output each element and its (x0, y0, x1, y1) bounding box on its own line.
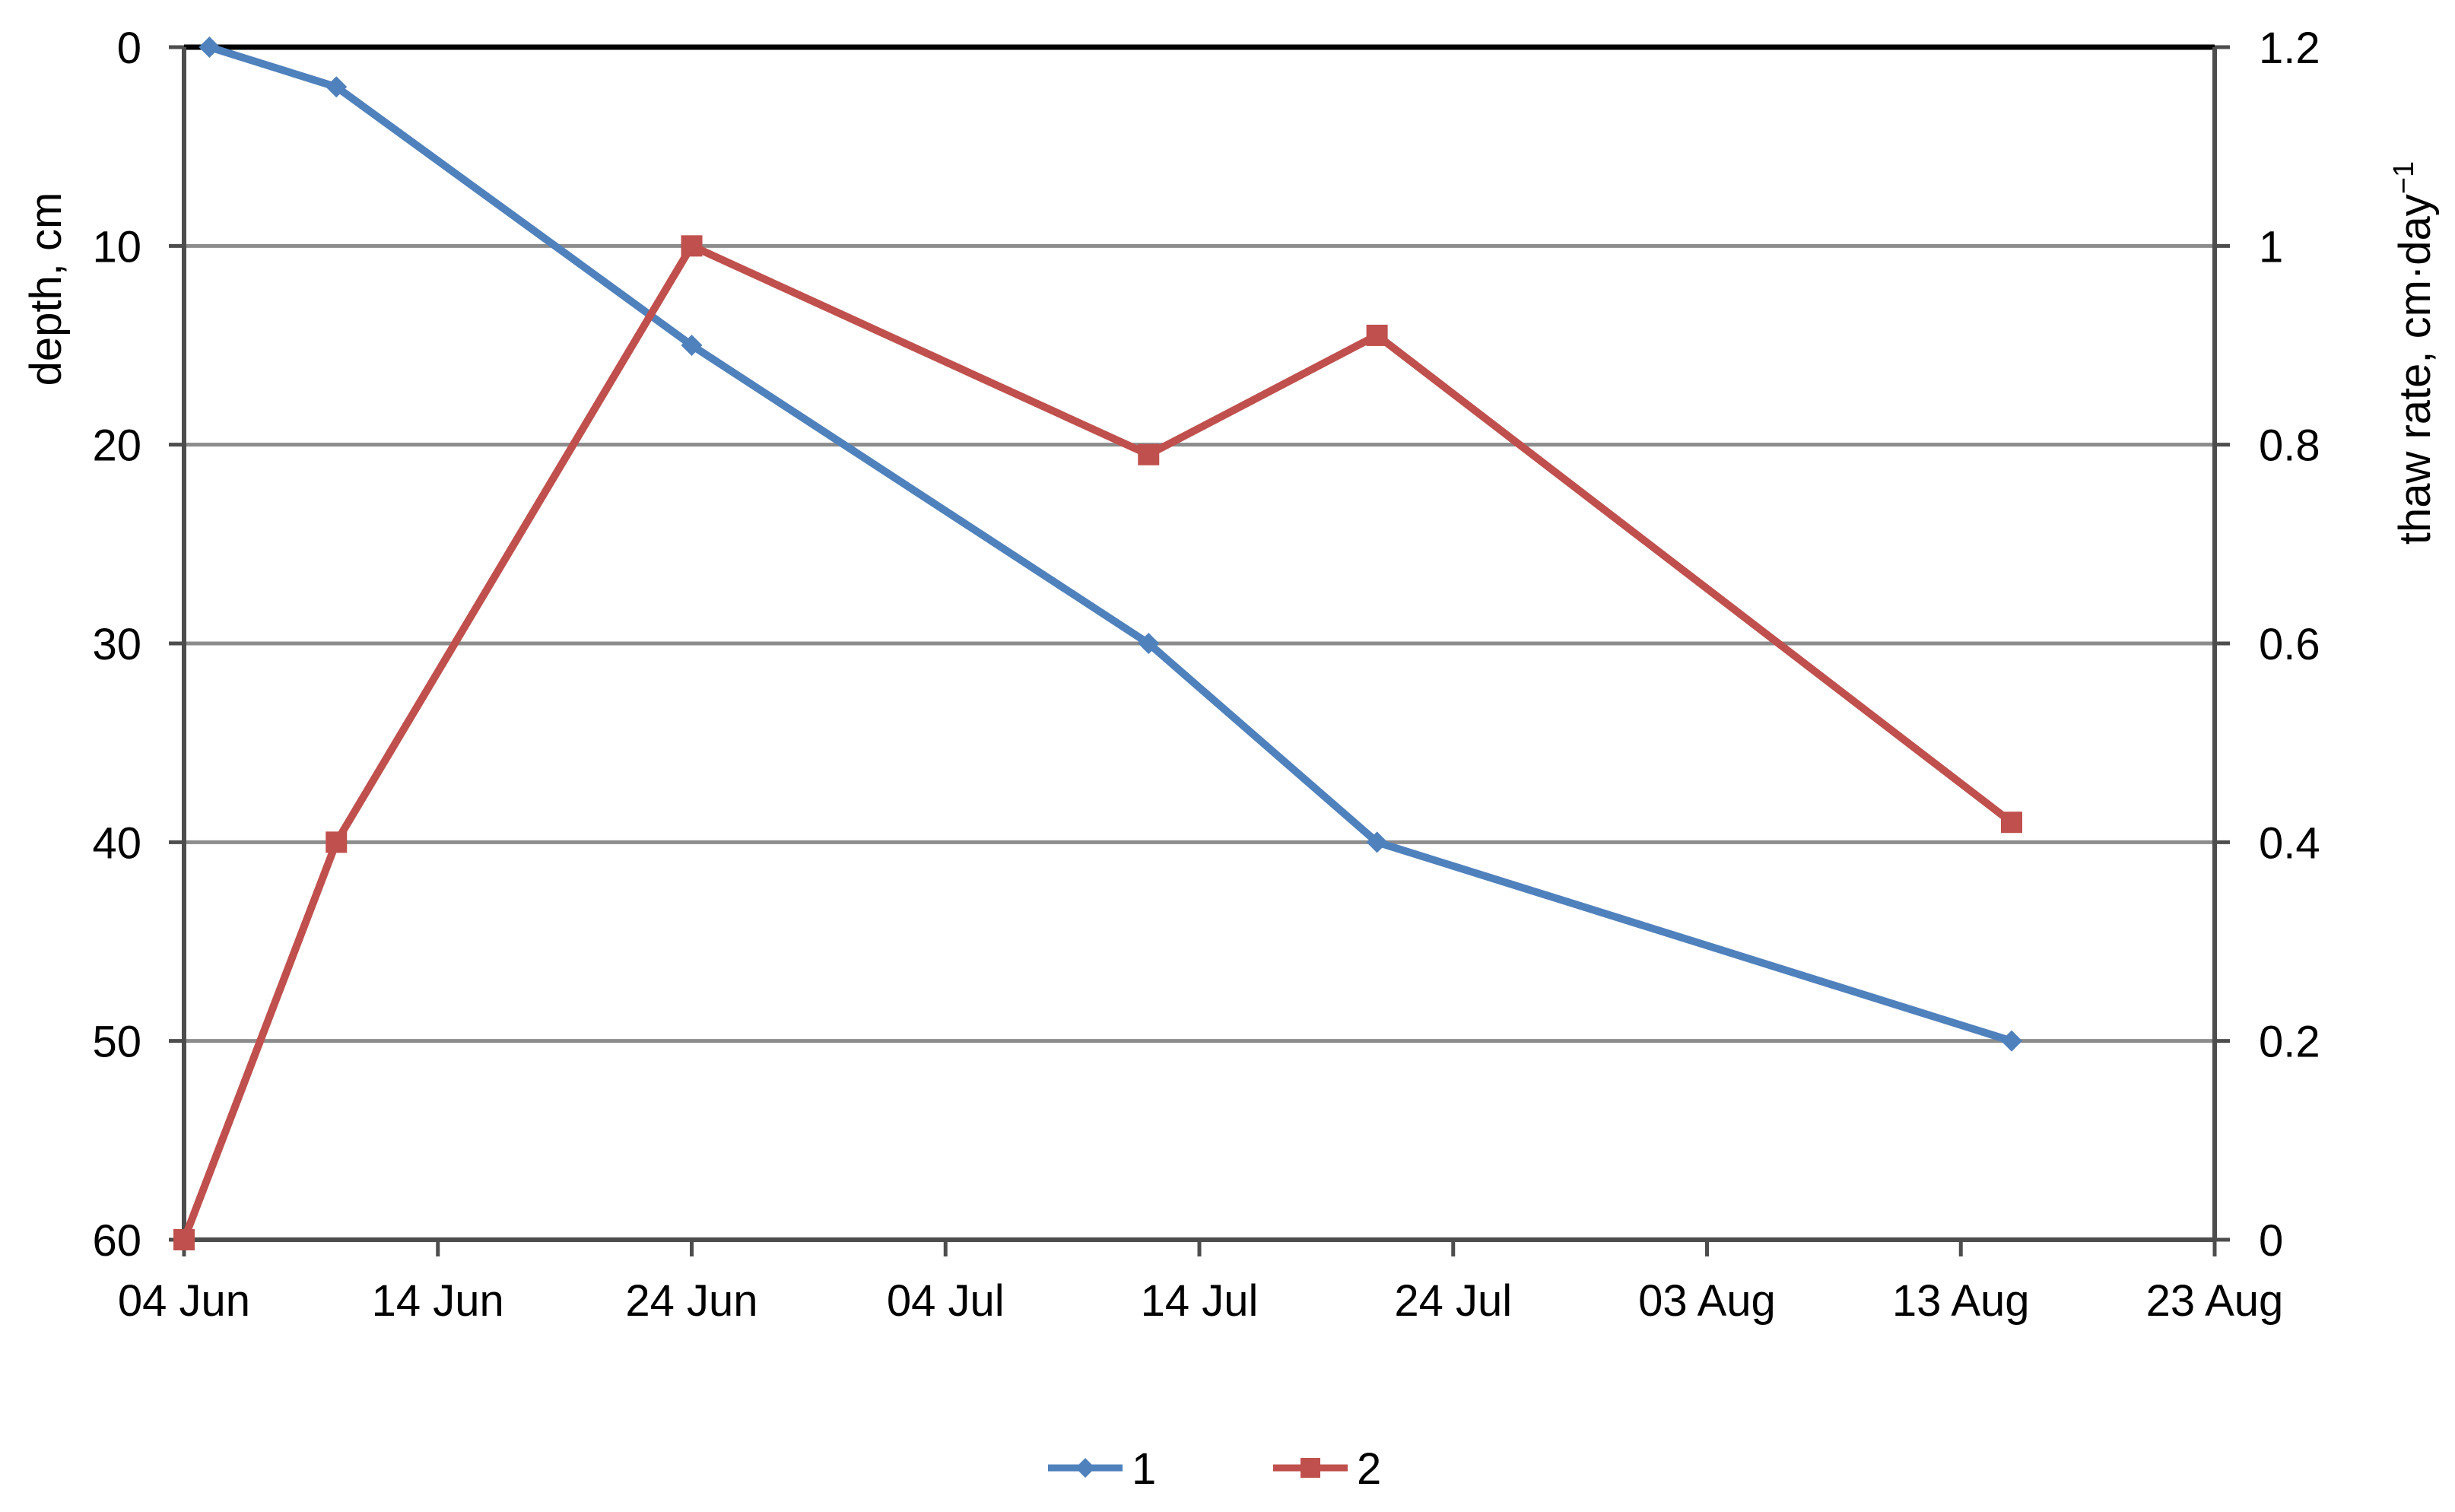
legend-marker-diamond-icon (1075, 1458, 1095, 1478)
series-1-line (205, 43, 2015, 1045)
right-y-axis-title: thaw rate, cm·day−1 (2388, 161, 2440, 545)
left-y-tick-label: 20 (92, 421, 141, 471)
series-1-point (681, 335, 703, 356)
series-1-point (2001, 1030, 2022, 1052)
series-2-point (1366, 324, 1388, 346)
right-y-tick-label: 0.4 (2259, 818, 2320, 868)
series-1-point (1138, 633, 1160, 654)
x-axis-ticks: 04 Jun 14 Jun 24 Jun 04 Jul 14 Jul 24 Jul 03 A… (118, 1240, 2283, 1326)
x-tick-label: 24 Jul (1394, 1276, 1512, 1326)
x-tick-label: 04 Jun (118, 1276, 250, 1326)
left-y-tick-label: 40 (92, 818, 141, 868)
right-y-tick-label: 1.2 (2259, 24, 2320, 73)
legend-label-1: 1 (1132, 1444, 1156, 1494)
series-2-point (681, 235, 703, 257)
x-tick-label: 03 Aug (1638, 1276, 1776, 1326)
right-y-tick-label: 1 (2259, 222, 2283, 272)
series-layer (173, 37, 2022, 1250)
series-1-point (326, 76, 348, 98)
x-tick-label: 24 Jun (625, 1276, 757, 1326)
left-y-tick-label: 50 (92, 1018, 141, 1067)
series-2-point (1138, 443, 1160, 465)
legend-label-2: 2 (1357, 1444, 1381, 1494)
right-y-tick-label: 0.8 (2259, 421, 2320, 471)
legend-item-1: 1 (1048, 1444, 1156, 1494)
x-tick-label: 14 Jul (1141, 1276, 1259, 1326)
series-1-point (198, 37, 221, 58)
x-tick-label: 14 Jun (372, 1276, 504, 1326)
series-1-point (1366, 831, 1388, 853)
right-y-axis-title-superscript: −1 (2388, 161, 2420, 194)
legend: 1 2 (1048, 1444, 1381, 1494)
left-y-tick-label: 30 (92, 620, 141, 669)
right-y-tick-label: 0 (2259, 1216, 2283, 1266)
series-2-point (173, 1229, 195, 1250)
right-y-tick-label: 0.2 (2259, 1018, 2320, 1067)
x-tick-label: 04 Jul (887, 1276, 1005, 1326)
series-2-point (326, 831, 348, 853)
x-tick-label: 13 Aug (1892, 1276, 2030, 1326)
left-y-tick-label: 60 (92, 1216, 141, 1266)
left-y-axis-title: depth, cm (21, 192, 71, 386)
left-y-tick-label: 10 (92, 222, 141, 272)
right-y-axis-ticks: 0 0.2 0.4 0.6 0.8 1 1.2 (2215, 24, 2320, 1266)
right-y-tick-label: 0.6 (2259, 620, 2320, 669)
left-y-tick-label: 0 (117, 24, 141, 73)
gridlines (184, 243, 2215, 1043)
right-y-axis-title-main: thaw rate, cm·day (2390, 194, 2440, 545)
legend-marker-square-icon (1301, 1458, 1320, 1478)
left-y-axis-ticks: 0 10 20 30 40 50 60 (92, 24, 184, 1266)
series-2-line (180, 242, 2015, 1244)
legend-item-2: 2 (1273, 1444, 1381, 1494)
x-tick-label: 23 Aug (2146, 1276, 2284, 1326)
series-2-point (2001, 812, 2022, 834)
